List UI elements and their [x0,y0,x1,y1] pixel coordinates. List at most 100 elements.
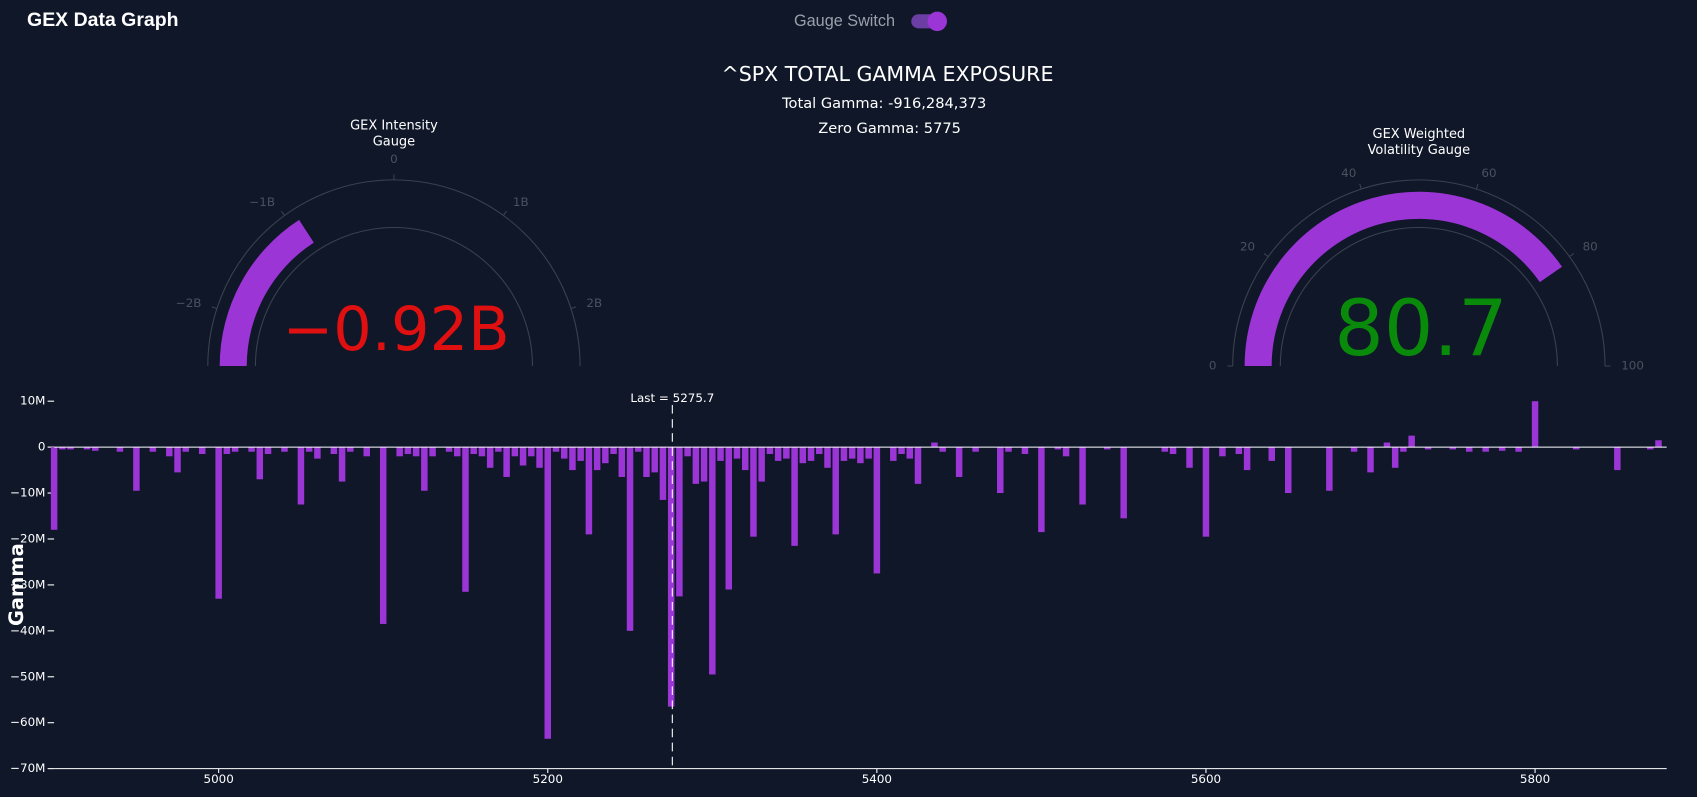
bar [914,447,922,484]
bar [314,447,321,459]
bar [1038,447,1045,533]
bar [1482,447,1489,452]
gauge-tick [1359,183,1362,190]
bar [478,447,486,457]
bar [832,447,839,535]
bar [1350,447,1358,452]
gauge-title: GEX Intensity [350,118,438,133]
gauge-inner [1279,227,1558,367]
bar [1424,447,1432,450]
gauge-bar [1244,191,1563,367]
gauge-tick-label: 1B [513,195,529,209]
switch-knob[interactable] [927,11,947,32]
bar [83,447,91,450]
bar [1408,435,1415,448]
bar [1202,447,1210,537]
bar [445,447,453,452]
bar [486,447,494,468]
x-tick-label: 5200 [533,772,563,786]
gauge-tick [211,306,218,310]
bar [700,447,708,482]
bar [725,447,733,590]
bar [890,447,897,461]
gauge-tick-label: 0 [1209,359,1217,373]
bar [733,447,741,459]
bar [593,447,601,471]
app-title: GEX Data Graph [27,9,178,31]
bar [635,447,642,452]
bar [667,447,675,707]
bar [1326,447,1333,491]
bar [536,447,543,468]
bar [528,447,535,457]
bar [848,447,856,459]
bar [1161,447,1169,452]
main-title: ^SPX TOTAL GAMMA EXPOSURE [721,62,1053,86]
x-tick-label: 5800 [1520,772,1550,786]
bar [544,447,552,739]
bar [1103,447,1111,450]
bar [149,447,157,452]
bar [840,447,848,461]
bar [215,447,222,599]
gauge-tick-label: 20 [1240,240,1255,254]
y-tick-label: −30M [10,577,45,591]
gauge-value: −0.92B [282,295,509,365]
zero-gamma: Zero Gamma: 5775 [818,120,961,137]
bar [626,447,634,631]
gauge-tick-label: 60 [1481,166,1496,180]
bar [338,447,346,482]
bar [67,447,74,450]
bar [618,447,626,477]
bar [1268,447,1276,461]
gauge-value: 80.7 [1334,284,1507,374]
bar [1614,447,1621,471]
bar [709,447,716,675]
bar [692,447,700,484]
bar [519,447,527,466]
bar [906,447,914,459]
bar [783,447,790,459]
y-tick-label: −60M [10,715,45,729]
bar [758,447,765,482]
bar [774,447,782,461]
bar [643,447,650,477]
bar [560,447,568,459]
bar [1465,447,1473,452]
gauge-title: GEX Weighted [1373,127,1466,142]
gauge-title: Volatility Gauge [1368,143,1471,158]
bar [931,442,938,448]
bar [495,447,502,452]
bar [1391,447,1399,468]
gauge-switch[interactable] [911,11,947,32]
gauge-tick [502,210,507,216]
bar [972,447,979,452]
gauge-tick-label: −2B [176,296,202,310]
gauge-tick-label: 2B [586,296,602,310]
bar [873,447,881,574]
bar [92,447,99,451]
bar [569,447,576,471]
bar [1515,447,1522,452]
bar [462,447,469,592]
bar [1186,447,1193,468]
bar [577,447,584,461]
y-axis-title: Gamma [5,543,28,626]
bar [898,447,905,455]
bar [1367,447,1374,473]
bar [651,447,658,473]
gauge-tick [1569,252,1575,258]
bar [379,447,387,624]
bar [174,447,181,473]
gauge-tick [1475,183,1479,190]
bar [1062,447,1070,457]
bar [248,447,255,452]
gauge-tick-label: 40 [1341,166,1356,180]
bar [396,447,403,457]
bar [256,447,264,480]
bar [59,447,66,450]
gauge-bar [219,219,314,367]
bar [750,447,757,537]
bar [997,447,1004,494]
